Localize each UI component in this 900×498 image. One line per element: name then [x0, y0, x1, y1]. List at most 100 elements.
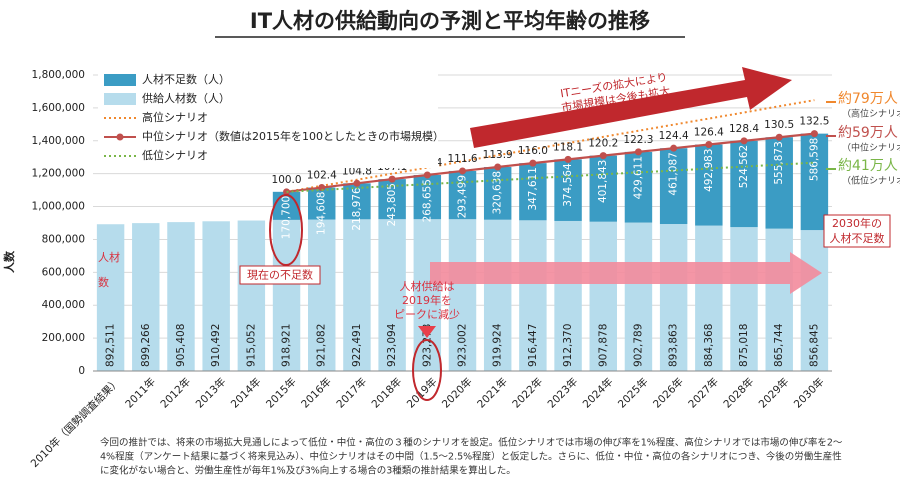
scenario-label: 約79万人 — [838, 91, 898, 107]
bar-segment — [589, 221, 617, 371]
bar-segment — [413, 174, 442, 220]
bar-segment — [483, 166, 512, 220]
bar-segment — [237, 220, 266, 371]
scenario-point — [353, 179, 361, 187]
peak-marker — [418, 326, 436, 338]
value-label: 461,087 — [668, 152, 680, 195]
annotation: 人材供給は — [400, 279, 455, 293]
point-label: 116.0 — [518, 145, 548, 157]
point-label: 120.2 — [588, 138, 618, 150]
bar-segment — [695, 144, 723, 226]
bar-segment — [272, 219, 301, 371]
scenario-sublabel: （低位シナリオ） — [842, 175, 900, 187]
point-label: 102.4 — [307, 170, 337, 182]
x-tick-label: 2025年 — [615, 375, 651, 411]
bar-segment — [448, 170, 477, 220]
scenario-point — [670, 144, 678, 152]
value-label: 916,447 — [527, 324, 539, 367]
value-label: 875,018 — [738, 324, 750, 367]
point-label: 132.5 — [799, 116, 829, 128]
value-label: 912,370 — [562, 324, 574, 367]
legend-label: 供給人材数（人） — [142, 91, 230, 105]
footnote-line: に変化がない場合と、労働生産性が毎年1%及び3%向上する場合の3種類の推計結果を… — [100, 465, 516, 477]
bar-segment — [695, 225, 723, 371]
scenario-sublabel: （高位シナリオ） — [842, 108, 900, 120]
value-label: 923,094 — [386, 323, 398, 367]
point-label: 130.5 — [764, 119, 794, 131]
bar-segment — [765, 228, 793, 371]
scenario-sublabel: （中位シナリオ） — [842, 142, 900, 154]
bar-segment — [800, 230, 829, 371]
x-tick-label: 2015年 — [263, 375, 299, 411]
callout-box — [823, 214, 891, 248]
scenario-point — [634, 148, 642, 156]
annotation: ピークに減少 — [394, 307, 460, 321]
x-tick-label: 2013年 — [193, 375, 229, 411]
point-label: 118.1 — [553, 141, 583, 153]
scenario-labels: 約79万人（高位シナリオ） 約59万人（中位シナリオ） 約41万人（低位シナリオ） — [826, 91, 900, 187]
y-tick-label: 1,400,000 — [32, 135, 85, 147]
x-tick-label: 2011年 — [123, 375, 159, 411]
x-tick-label: 2028年 — [721, 375, 757, 411]
value-label: 492,983 — [703, 149, 715, 192]
annotation: 数 — [98, 276, 109, 289]
y-tick-label: 800,000 — [42, 233, 85, 245]
bar-segment — [343, 219, 371, 371]
y-tick-label: 1,600,000 — [32, 102, 85, 114]
bar-segment — [519, 163, 547, 221]
scenario-point — [810, 130, 818, 138]
value-label: 918,921 — [281, 324, 293, 367]
y-tick-label: 1,000,000 — [32, 201, 85, 213]
x-tick-label: 2022年 — [510, 375, 546, 411]
x-tick-label: 2029年 — [756, 375, 792, 411]
scenario-point — [564, 155, 572, 163]
scenario-point — [775, 133, 783, 141]
bar-segment — [483, 219, 512, 371]
bar-segment — [659, 224, 688, 371]
value-label: 218,976 — [351, 187, 363, 231]
y-tick-label: 200,000 — [42, 332, 85, 344]
bar-segment — [202, 221, 230, 371]
value-label: 923,273 — [421, 324, 433, 367]
x-tick-label: 2027年 — [686, 375, 722, 411]
highlight — [412, 339, 442, 401]
legend-label: 中位シナリオ（数値は2015年を100としたときの市場規模） — [142, 129, 444, 143]
value-label: 347,611 — [527, 167, 539, 210]
legend-label: 人材不足数（人） — [142, 72, 230, 86]
legend: 人材不足数（人） 供給人材数（人） 高位シナリオ中位シナリオ（数値は2015年を10… — [98, 72, 444, 168]
x-tick-label: 2021年 — [474, 375, 510, 411]
bar-segment — [800, 133, 829, 231]
bar-segment — [132, 223, 160, 371]
value-label: 320,638 — [492, 171, 504, 214]
value-label: 907,878 — [597, 324, 609, 367]
point-label: 111.6 — [447, 153, 477, 165]
y-tick-label: 1,200,000 — [32, 168, 85, 180]
scenario-point — [318, 184, 326, 192]
annotation: 現在の不足数 — [247, 269, 313, 282]
bar-segment — [624, 222, 653, 371]
footnote-line: 今回の推計では、将来の市場拡大見通しによって低位・中位・高位の３種のシナリオを設… — [100, 437, 843, 449]
legend-swatch — [104, 93, 136, 105]
legend-swatch — [104, 74, 136, 86]
scenario-point — [459, 167, 466, 175]
scenario-point — [529, 159, 537, 167]
scenario-line — [286, 132, 815, 193]
scenario-point — [388, 175, 396, 183]
scenario-line — [286, 99, 815, 193]
y-tick-label: 600,000 — [42, 266, 85, 278]
value-label: 892,511 — [105, 324, 117, 367]
value-label: 865,744 — [773, 323, 785, 367]
footnote-line: 4%程度（アンケート結果に基づく将来見込み）、中位シナリオはその中間（1.5～2… — [100, 451, 842, 463]
bar-segment — [554, 159, 582, 221]
value-label: 899,266 — [140, 323, 152, 367]
legend-bg — [98, 72, 438, 168]
value-label: 902,789 — [632, 324, 644, 367]
point-label: 128.4 — [729, 123, 759, 135]
x-tick-label: 2018年 — [369, 375, 405, 411]
y-tick-label: 1,800,000 — [32, 69, 85, 81]
annotation: 2030年の — [832, 216, 882, 230]
bar-segment — [448, 219, 477, 371]
point-label: 122.3 — [623, 134, 653, 146]
point-label: 113.9 — [483, 149, 513, 161]
value-label: 374,564 — [562, 163, 574, 207]
